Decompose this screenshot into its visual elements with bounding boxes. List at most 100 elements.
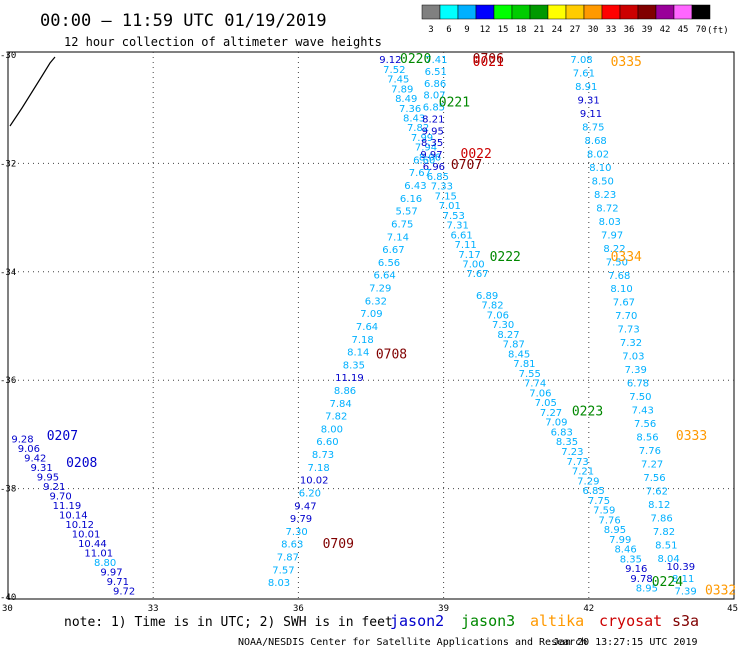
swh-value: 7.87 — [277, 553, 299, 564]
legend-swatch — [565, 4, 585, 20]
lat-tick-label: -32 — [0, 159, 16, 169]
lat-tick-label: -36 — [0, 376, 16, 386]
legend-bin-label: 36 — [624, 25, 635, 35]
swh-value: 9.31 — [30, 463, 52, 474]
swh-value: 7.74 — [524, 379, 546, 390]
swh-value: 9.11 — [580, 109, 602, 120]
swh-value: 8.86 — [334, 386, 356, 397]
swh-value: 7.18 — [308, 463, 330, 474]
swh-value: 7.94 — [415, 143, 437, 154]
swh-value: 8.91 — [575, 82, 597, 93]
legend-swatch — [529, 4, 549, 20]
swh-value: 7.57 — [272, 565, 294, 576]
swh-value: 10.14 — [59, 510, 88, 521]
swh-value: 7.17 — [458, 250, 480, 261]
swh-value: 8.14 — [347, 348, 369, 359]
swh-value: 7.73 — [567, 457, 589, 468]
swh-value: 7.67 — [466, 269, 488, 280]
swh-value: 6.60 — [413, 155, 435, 166]
swh-value: 6.61 — [451, 230, 473, 241]
swh-value: 7.68 — [608, 271, 630, 282]
lat-tick-label: -34 — [0, 268, 16, 278]
swh-value: 7.81 — [513, 359, 535, 370]
page-title: 00:00 – 11:59 UTC 01/19/2019 — [40, 11, 327, 31]
swh-value: 8.80 — [94, 558, 116, 569]
pass-time-label: 0220 — [400, 52, 431, 67]
swh-value: 7.56 — [634, 419, 656, 430]
swh-value: 8.23 — [594, 190, 616, 201]
swh-value: 11.19 — [335, 373, 364, 384]
swh-value: 7.73 — [617, 325, 639, 336]
legend-swatch — [601, 4, 621, 20]
pass-time-label: 0333 — [676, 429, 707, 444]
swh-value: 9.16 — [625, 564, 647, 575]
legend-bin-label: 18 — [516, 25, 527, 35]
swh-value: 11.01 — [84, 548, 113, 559]
legend-swatch — [421, 4, 441, 20]
swh-value: 7.53 — [443, 211, 465, 222]
swh-value: 9.06 — [18, 444, 40, 455]
swh-value: 8.51 — [655, 540, 677, 551]
swh-value: 8.03 — [599, 217, 621, 228]
swh-value: 7.33 — [431, 182, 453, 193]
swh-value: 7.15 — [435, 191, 457, 202]
legend-swatch — [493, 4, 513, 20]
swh-value: 6.67 — [382, 245, 404, 256]
swh-value: 7.84 — [330, 399, 352, 410]
swh-value: 7.18 — [352, 335, 374, 346]
swh-value: 7.29 — [369, 284, 391, 295]
swh-value: 8.56 — [636, 432, 658, 443]
page-subtitle: 12 hour collection of altimeter wave hei… — [64, 35, 382, 49]
pass-time-label: 0709 — [323, 537, 354, 552]
swh-value: 7.21 — [572, 467, 594, 478]
swh-value: 7.99 — [411, 133, 433, 144]
legend-swatch — [583, 4, 603, 20]
swh-value: 11.19 — [53, 501, 82, 512]
map-frame — [7, 51, 735, 600]
swh-value: 7.75 — [588, 496, 610, 507]
pass-time-label: 0224 — [652, 575, 683, 590]
swh-value: 8.07 — [423, 91, 445, 102]
swh-value: 7.09 — [545, 418, 567, 429]
swh-value: 6.60 — [316, 437, 338, 448]
swh-value: 7.97 — [601, 230, 623, 241]
swh-value: 7.39 — [674, 586, 696, 597]
pass-time-label: 0207 — [47, 429, 78, 444]
swh-value: 8.75 — [582, 123, 604, 134]
legend-swatch — [511, 4, 531, 20]
swh-value: 7.82 — [481, 301, 503, 312]
swh-value: 9.42 — [24, 454, 46, 465]
swh-value: 6.56 — [378, 258, 400, 269]
pass-time-label: 0334 — [611, 250, 642, 265]
swh-value: 7.01 — [439, 201, 461, 212]
swh-value: 7.55 — [519, 369, 541, 380]
swh-value: 7.00 — [462, 259, 484, 270]
swh-value: 8.35 — [620, 554, 642, 565]
swh-value: 7.36 — [399, 104, 421, 115]
lon-tick-label: 45 — [727, 604, 738, 614]
swh-value: 7.56 — [643, 473, 665, 484]
swh-value: 6.64 — [374, 271, 396, 282]
swh-value: 7.30 — [492, 320, 514, 331]
swh-value: 6.43 — [404, 181, 426, 192]
swh-value: 8.95 — [636, 584, 658, 595]
swh-value: 7.05 — [535, 398, 557, 409]
swh-value: 7.76 — [598, 515, 620, 526]
legend-bin-label: 39 — [642, 25, 653, 35]
legend-bin-label: 27 — [570, 25, 581, 35]
lon-tick-label: 33 — [148, 604, 159, 614]
swh-value: 8.04 — [658, 554, 680, 565]
satellite-label: jason2 — [390, 612, 444, 630]
swh-value: 7.86 — [650, 513, 672, 524]
legend-swatch — [655, 4, 675, 20]
swh-value: 9.95 — [422, 126, 444, 137]
swh-value: 8.35 — [421, 138, 443, 149]
lon-tick-label: 30 — [2, 604, 13, 614]
satellite-label: altika — [530, 612, 584, 630]
satellite-legend: jason2 jason3 altika cryosat s3a — [390, 612, 699, 630]
lon-tick-label: 39 — [438, 604, 449, 614]
swh-value: 10.01 — [72, 529, 101, 540]
